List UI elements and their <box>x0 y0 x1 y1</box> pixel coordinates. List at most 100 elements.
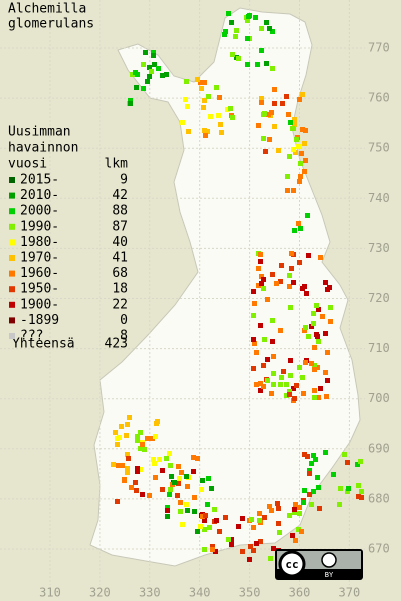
observation <box>145 79 150 84</box>
observation <box>271 382 276 387</box>
observation <box>306 253 311 258</box>
observation <box>312 345 317 350</box>
observation <box>252 301 257 306</box>
observation <box>167 492 172 497</box>
observation <box>143 50 148 55</box>
legend-label: 1990- <box>20 219 59 234</box>
observation <box>261 384 266 389</box>
observation <box>160 487 165 492</box>
observation <box>229 20 234 25</box>
observation <box>184 474 189 479</box>
observation <box>290 126 295 131</box>
observation <box>116 463 121 468</box>
observation <box>135 434 140 439</box>
observation <box>297 365 302 370</box>
observation <box>338 486 343 491</box>
legend-heading: havainnon <box>8 141 78 156</box>
observation <box>261 286 266 291</box>
observation <box>316 395 321 400</box>
observation <box>311 321 316 326</box>
observation <box>153 475 158 480</box>
observation <box>167 451 172 456</box>
observation <box>129 485 134 490</box>
observation <box>164 456 169 461</box>
observation <box>152 62 157 67</box>
y-grid-label: 710 <box>368 341 390 355</box>
observation <box>185 508 190 513</box>
by-text: BY <box>325 571 334 579</box>
observation <box>257 518 262 523</box>
observation <box>269 391 274 396</box>
observation <box>297 179 302 184</box>
observation <box>297 505 302 510</box>
observation <box>311 489 316 494</box>
observation <box>301 500 306 505</box>
observation <box>271 371 276 376</box>
legend-count-heading: lkm <box>105 157 129 172</box>
observation <box>168 463 173 468</box>
observation <box>299 529 304 534</box>
observation <box>149 69 154 74</box>
y-grid-label: 740 <box>368 191 390 205</box>
observation <box>278 382 283 387</box>
observation <box>317 506 322 511</box>
observation <box>223 515 228 520</box>
observation <box>270 29 275 34</box>
observation <box>160 468 165 473</box>
observation <box>323 370 328 375</box>
observation <box>210 547 215 552</box>
observation <box>288 120 293 125</box>
observation <box>245 62 250 67</box>
observation <box>316 339 321 344</box>
cc-circle <box>278 550 306 578</box>
legend-count: 87 <box>112 219 128 234</box>
observation <box>325 287 330 292</box>
observation <box>298 226 303 231</box>
observation <box>261 136 266 141</box>
observation <box>313 457 318 462</box>
observation <box>311 311 316 316</box>
observation <box>276 521 281 526</box>
observation <box>292 507 297 512</box>
observation <box>258 323 263 328</box>
legend-swatch <box>9 286 15 293</box>
observation <box>314 332 319 337</box>
observation <box>262 337 267 342</box>
observation <box>205 502 210 507</box>
observation <box>294 383 299 388</box>
observation <box>259 48 264 53</box>
observation <box>223 29 228 34</box>
observation <box>125 466 130 471</box>
observation <box>142 447 147 452</box>
observation <box>229 542 234 547</box>
observation <box>133 480 138 485</box>
observation <box>254 541 259 546</box>
observation <box>200 478 205 483</box>
observation <box>292 510 297 515</box>
observation <box>346 486 351 491</box>
observation <box>265 297 270 302</box>
observation <box>218 122 223 127</box>
observation <box>113 430 118 435</box>
observation <box>305 454 310 459</box>
observation <box>176 481 181 486</box>
observation <box>292 228 297 233</box>
observation <box>138 430 143 435</box>
observation <box>294 137 299 142</box>
observation <box>178 500 183 505</box>
observation <box>263 149 268 154</box>
observation <box>296 221 301 226</box>
observation <box>284 382 289 387</box>
observation <box>191 469 196 474</box>
y-grid-label: 690 <box>368 441 390 455</box>
observation <box>192 495 197 500</box>
observation <box>247 557 252 562</box>
observation <box>306 334 311 339</box>
observation <box>298 161 303 166</box>
legend-label: 1960- <box>20 266 59 281</box>
observation <box>300 127 305 132</box>
observation <box>287 273 292 278</box>
legend-label: 1970- <box>20 251 59 266</box>
legend-label: 2000- <box>20 204 59 219</box>
